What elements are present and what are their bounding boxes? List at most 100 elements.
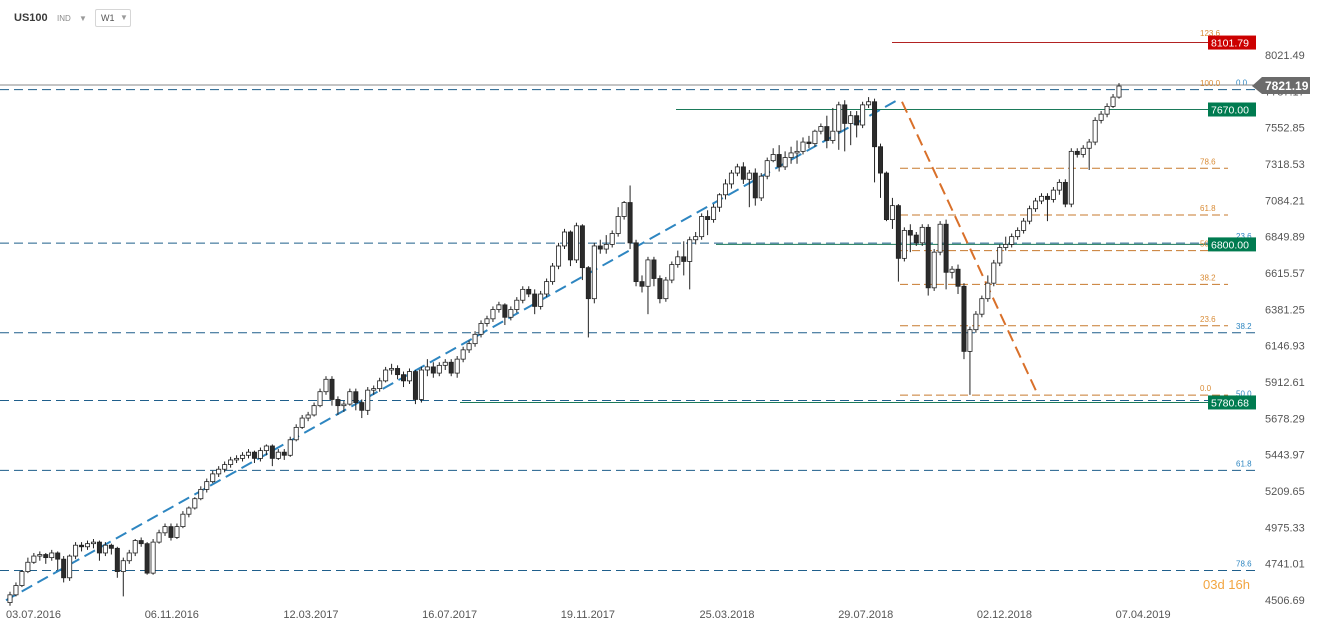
candle-bullish [1104, 106, 1110, 115]
timeframe-select[interactable]: W1 ▼ [95, 9, 131, 27]
price-level-value: 8101.79 [1211, 38, 1249, 50]
candle-bullish [454, 358, 460, 374]
candle-bullish [126, 552, 132, 562]
price-level-badge [1208, 237, 1256, 252]
candle-bullish [1068, 150, 1074, 205]
candle-bullish [889, 205, 895, 220]
candle-bullish [675, 256, 681, 265]
candle-bearish [842, 104, 848, 124]
fib-retracement-label: 100.0 [1200, 79, 1221, 88]
candle-bullish [192, 498, 198, 509]
candle-bullish [222, 464, 228, 470]
candle-bearish [269, 445, 275, 459]
candle-bullish [1080, 147, 1086, 155]
current-price-value: 7821.19 [1265, 79, 1309, 93]
candle-bearish [567, 231, 573, 261]
candle-bullish [949, 268, 955, 273]
candle-bearish [657, 278, 663, 300]
candle-bearish [1074, 150, 1080, 155]
chart-toolbar: US100 IND ▼ W1 ▼ [0, 0, 300, 34]
candle-bullish [132, 540, 138, 554]
price-level-badge [1208, 35, 1256, 50]
y-tick-label: 6849.89 [1265, 232, 1305, 244]
candle-bullish [550, 265, 556, 283]
candle-bullish [90, 541, 96, 545]
fib-level-label: 23.6 [1236, 232, 1252, 241]
y-tick-label: 7084.21 [1265, 195, 1305, 207]
candle-bullish [257, 450, 263, 459]
candle-bullish [496, 304, 502, 310]
candle-bullish [13, 585, 19, 596]
candle-bearish [806, 141, 812, 145]
candle-bullish [389, 368, 395, 371]
candle-bearish [854, 115, 860, 126]
price-level-value: 6800.00 [1211, 239, 1249, 251]
fib-retracement-label: 123.6 [1200, 29, 1221, 38]
candle-bearish [502, 304, 508, 318]
candle-bullish [1027, 208, 1033, 222]
candle-bullish [1056, 181, 1062, 191]
candle-bullish [383, 369, 389, 382]
y-tick-label: 4741.01 [1265, 559, 1305, 571]
timeframe-label: W1 [101, 13, 115, 23]
price-level-badge [1208, 102, 1256, 117]
candle-bullish [544, 281, 550, 295]
candle-bullish [418, 369, 424, 400]
y-tick-label: 5912.61 [1265, 377, 1305, 389]
candle-bullish [818, 126, 824, 132]
candle-bullish [85, 543, 91, 548]
candle-bullish [758, 175, 764, 199]
candle-bullish [812, 130, 818, 145]
candle-bullish [645, 259, 651, 287]
candle-bearish [108, 544, 114, 549]
candle-bullish [693, 236, 699, 241]
candle-bullish [538, 293, 544, 307]
candle-bullish [305, 414, 311, 419]
candle-bullish [25, 561, 31, 572]
candle-bullish [979, 298, 985, 315]
candle-bullish [466, 343, 472, 351]
candle-bullish [1092, 119, 1098, 143]
candle-bullish [442, 361, 448, 366]
candle-bullish [120, 560, 126, 572]
candle-bullish [734, 166, 740, 174]
candle-bearish [824, 126, 830, 141]
candle-bearish [353, 391, 359, 403]
candle-bearish [526, 288, 532, 295]
candle-countdown: 03d 16h [1203, 577, 1250, 592]
candle-bearish [597, 245, 603, 250]
y-tick-label: 7552.85 [1265, 123, 1305, 135]
candle-bearish [961, 285, 967, 352]
candle-bullish [1009, 236, 1015, 245]
candle-bullish [711, 206, 717, 220]
y-tick-label: 7318.53 [1265, 159, 1305, 171]
candle-bullish [299, 417, 305, 428]
fib-level-label: 0.0 [1236, 79, 1248, 88]
x-tick-label: 29.07.2018 [838, 609, 893, 621]
candle-bullish [770, 154, 776, 162]
current-price-badge [1252, 77, 1310, 95]
candle-bullish [37, 554, 43, 557]
candle-bullish [1021, 220, 1027, 231]
candle-bullish [800, 141, 806, 152]
candle-bearish [448, 361, 454, 374]
candle-bearish [1044, 195, 1050, 200]
candle-bullish [520, 288, 526, 301]
candle-bullish [263, 445, 269, 452]
candle-bearish [281, 451, 287, 456]
candle-bullish [1086, 141, 1092, 149]
candle-bullish [722, 183, 728, 196]
market-chevron-down-icon[interactable]: ▼ [79, 14, 87, 23]
candle-bullish [478, 323, 484, 335]
candle-bullish [245, 451, 251, 456]
candle-bearish [138, 540, 144, 545]
candle-bearish [412, 371, 418, 400]
candle-bullish [1116, 85, 1122, 98]
candle-bearish [913, 234, 919, 244]
candle-bullish [794, 150, 800, 154]
candle-bullish [210, 473, 216, 483]
candle-bullish [573, 225, 579, 261]
x-tick-label: 19.11.2017 [561, 609, 615, 621]
candle-bullish [365, 389, 371, 411]
